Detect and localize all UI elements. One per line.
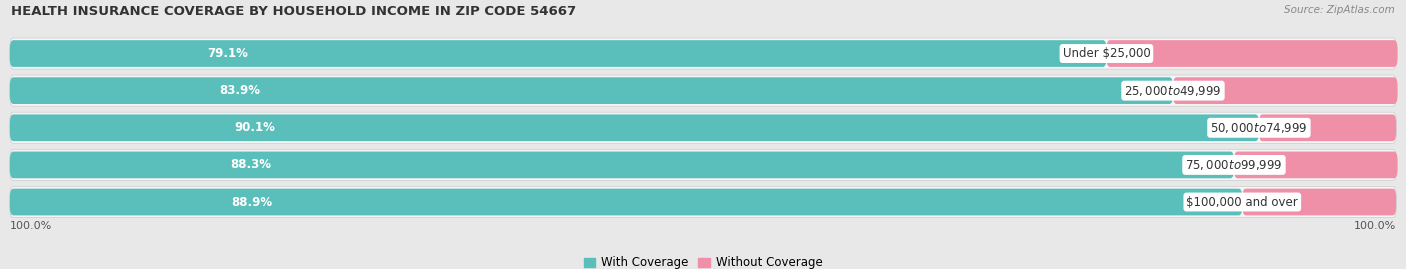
Text: 88.9%: 88.9% — [232, 196, 273, 208]
Text: $50,000 to $74,999: $50,000 to $74,999 — [1211, 121, 1308, 135]
FancyBboxPatch shape — [10, 151, 1234, 178]
FancyBboxPatch shape — [1173, 77, 1398, 104]
Text: $100,000 and over: $100,000 and over — [1187, 196, 1298, 208]
Text: 83.9%: 83.9% — [219, 84, 260, 97]
Text: Source: ZipAtlas.com: Source: ZipAtlas.com — [1284, 5, 1395, 15]
FancyBboxPatch shape — [10, 186, 1396, 218]
Text: $25,000 to $49,999: $25,000 to $49,999 — [1125, 84, 1222, 98]
Text: Under $25,000: Under $25,000 — [1063, 47, 1150, 60]
Text: 100.0%: 100.0% — [1354, 221, 1396, 231]
FancyBboxPatch shape — [10, 149, 1396, 180]
FancyBboxPatch shape — [1107, 40, 1398, 67]
FancyBboxPatch shape — [10, 114, 1258, 141]
Text: 79.1%: 79.1% — [207, 47, 247, 60]
Text: 88.3%: 88.3% — [231, 158, 271, 171]
Text: 90.1%: 90.1% — [235, 121, 276, 134]
Text: $75,000 to $99,999: $75,000 to $99,999 — [1185, 158, 1282, 172]
FancyBboxPatch shape — [1258, 114, 1396, 141]
FancyBboxPatch shape — [1243, 189, 1396, 215]
FancyBboxPatch shape — [1234, 151, 1398, 178]
Text: HEALTH INSURANCE COVERAGE BY HOUSEHOLD INCOME IN ZIP CODE 54667: HEALTH INSURANCE COVERAGE BY HOUSEHOLD I… — [11, 5, 576, 18]
FancyBboxPatch shape — [10, 112, 1396, 143]
FancyBboxPatch shape — [10, 40, 1107, 67]
FancyBboxPatch shape — [10, 75, 1396, 106]
FancyBboxPatch shape — [10, 189, 1243, 215]
FancyBboxPatch shape — [10, 38, 1396, 69]
Text: 100.0%: 100.0% — [10, 221, 52, 231]
FancyBboxPatch shape — [10, 77, 1173, 104]
Legend: With Coverage, Without Coverage: With Coverage, Without Coverage — [579, 252, 827, 269]
